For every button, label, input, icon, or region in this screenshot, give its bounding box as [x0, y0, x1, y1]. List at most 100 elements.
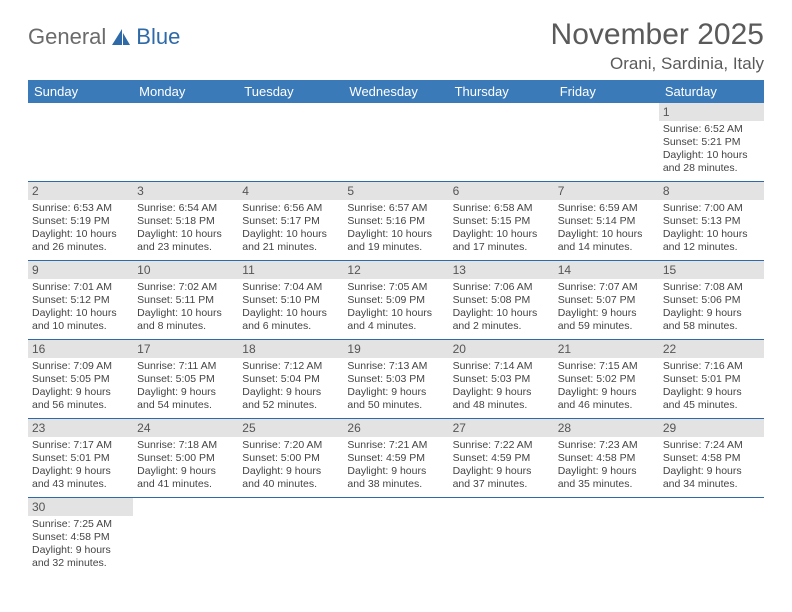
day-number: 4: [238, 182, 343, 200]
calendar-cell: 9 Sunrise: 7:01 AMSunset: 5:12 PMDaylight…: [28, 261, 133, 340]
calendar-row: 30Sunrise: 7:25 AMSunset: 4:58 PMDayligh…: [28, 498, 764, 577]
day-number: 8: [659, 182, 764, 200]
day-number: 24: [133, 419, 238, 437]
day-info: Sunrise: 7:18 AMSunset: 5:00 PMDaylight:…: [137, 439, 234, 492]
day-number: 14: [554, 261, 659, 279]
title-block: November 2025 Orani, Sardinia, Italy: [551, 18, 764, 74]
day-number: 5: [343, 182, 448, 200]
day-info: Sunrise: 7:21 AMSunset: 4:59 PMDaylight:…: [347, 439, 444, 492]
day-number: 13: [449, 261, 554, 279]
day-info: Sunrise: 7:12 AMSunset: 5:04 PMDaylight:…: [242, 360, 339, 413]
day-number: 30: [28, 498, 133, 516]
calendar-cell: 6 Sunrise: 6:58 AMSunset: 5:15 PMDaylight…: [449, 182, 554, 261]
calendar-cell: 17Sunrise: 7:11 AMSunset: 5:05 PMDayligh…: [133, 340, 238, 419]
day-info: Sunrise: 7:20 AMSunset: 5:00 PMDaylight:…: [242, 439, 339, 492]
day-info: Sunrise: 6:58 AMSunset: 5:15 PMDaylight:…: [453, 202, 550, 255]
calendar-cell: 23 Sunrise: 7:17 AMSunset: 5:01 PMDayligh…: [28, 419, 133, 498]
day-info: Sunrise: 7:01 AMSunset: 5:12 PMDaylight:…: [32, 281, 129, 334]
day-info: Sunrise: 6:54 AMSunset: 5:18 PMDaylight:…: [137, 202, 234, 255]
day-number: 9: [28, 261, 133, 279]
day-number: 25: [238, 419, 343, 437]
logo-text-2: Blue: [136, 24, 180, 50]
day-number: 7: [554, 182, 659, 200]
day-info: Sunrise: 6:59 AMSunset: 5:14 PMDaylight:…: [558, 202, 655, 255]
day-info: Sunrise: 7:06 AMSunset: 5:08 PMDaylight:…: [453, 281, 550, 334]
day-number: 11: [238, 261, 343, 279]
calendar-cell: 29Sunrise: 7:24 AMSunset: 4:58 PMDayligh…: [659, 419, 764, 498]
calendar-cell: 10 Sunrise: 7:02 AMSunset: 5:11 PMDayligh…: [133, 261, 238, 340]
day-number: 10: [133, 261, 238, 279]
day-info: Sunrise: 7:04 AMSunset: 5:10 PMDaylight:…: [242, 281, 339, 334]
day-info: Sunrise: 7:07 AMSunset: 5:07 PMDaylight:…: [558, 281, 655, 334]
logo: General Blue: [28, 18, 180, 50]
calendar-cell-empty: [554, 498, 659, 577]
day-number: 15: [659, 261, 764, 279]
day-info: Sunrise: 7:05 AMSunset: 5:09 PMDaylight:…: [347, 281, 444, 334]
day-info: Sunrise: 7:08 AMSunset: 5:06 PMDaylight:…: [663, 281, 760, 334]
day-info: Sunrise: 7:00 AMSunset: 5:13 PMDaylight:…: [663, 202, 760, 255]
weekday-header: Friday: [554, 80, 659, 103]
weekday-header: Wednesday: [343, 80, 448, 103]
calendar-cell: 4 Sunrise: 6:56 AMSunset: 5:17 PMDaylight…: [238, 182, 343, 261]
day-info: Sunrise: 7:24 AMSunset: 4:58 PMDaylight:…: [663, 439, 760, 492]
day-info: Sunrise: 6:57 AMSunset: 5:16 PMDaylight:…: [347, 202, 444, 255]
day-number: 12: [343, 261, 448, 279]
calendar-cell-empty: [133, 103, 238, 182]
calendar-cell: 11 Sunrise: 7:04 AMSunset: 5:10 PMDayligh…: [238, 261, 343, 340]
calendar-cell: 12 Sunrise: 7:05 AMSunset: 5:09 PMDayligh…: [343, 261, 448, 340]
day-info: Sunrise: 7:14 AMSunset: 5:03 PMDaylight:…: [453, 360, 550, 413]
day-number: 21: [554, 340, 659, 358]
day-info: Sunrise: 7:23 AMSunset: 4:58 PMDaylight:…: [558, 439, 655, 492]
day-info: Sunrise: 6:53 AMSunset: 5:19 PMDaylight:…: [32, 202, 129, 255]
day-number: 2: [28, 182, 133, 200]
calendar-row: 2 Sunrise: 6:53 AMSunset: 5:19 PMDaylight…: [28, 182, 764, 261]
calendar-cell: 14 Sunrise: 7:07 AMSunset: 5:07 PMDayligh…: [554, 261, 659, 340]
weekday-header: Thursday: [449, 80, 554, 103]
calendar-cell: 15 Sunrise: 7:08 AMSunset: 5:06 PMDayligh…: [659, 261, 764, 340]
calendar-cell-empty: [343, 498, 448, 577]
day-number: 20: [449, 340, 554, 358]
day-info: Sunrise: 7:13 AMSunset: 5:03 PMDaylight:…: [347, 360, 444, 413]
day-number: 18: [238, 340, 343, 358]
day-info: Sunrise: 7:22 AMSunset: 4:59 PMDaylight:…: [453, 439, 550, 492]
day-number: 26: [343, 419, 448, 437]
day-number: 16: [28, 340, 133, 358]
logo-text-1: General: [28, 24, 106, 50]
calendar-cell: 28 Sunrise: 7:23 AMSunset: 4:58 PMDayligh…: [554, 419, 659, 498]
calendar-cell-empty: [659, 498, 764, 577]
day-number: 1: [659, 103, 764, 121]
calendar-cell-empty: [343, 103, 448, 182]
location: Orani, Sardinia, Italy: [551, 54, 764, 74]
weekday-header: Saturday: [659, 80, 764, 103]
calendar-cell: 8 Sunrise: 7:00 AMSunset: 5:13 PMDaylight…: [659, 182, 764, 261]
day-info: Sunrise: 7:15 AMSunset: 5:02 PMDaylight:…: [558, 360, 655, 413]
day-info: Sunrise: 7:09 AMSunset: 5:05 PMDaylight:…: [32, 360, 129, 413]
calendar-cell: 22Sunrise: 7:16 AMSunset: 5:01 PMDayligh…: [659, 340, 764, 419]
calendar-cell: 16 Sunrise: 7:09 AMSunset: 5:05 PMDayligh…: [28, 340, 133, 419]
day-number: 6: [449, 182, 554, 200]
calendar-cell: 21 Sunrise: 7:15 AMSunset: 5:02 PMDayligh…: [554, 340, 659, 419]
day-info: Sunrise: 7:11 AMSunset: 5:05 PMDaylight:…: [137, 360, 234, 413]
day-number: 22: [659, 340, 764, 358]
calendar-cell: 20 Sunrise: 7:14 AMSunset: 5:03 PMDayligh…: [449, 340, 554, 419]
header: General Blue November 2025 Orani, Sardin…: [28, 18, 764, 74]
day-info: Sunrise: 7:02 AMSunset: 5:11 PMDaylight:…: [137, 281, 234, 334]
calendar-cell-empty: [554, 103, 659, 182]
calendar-cell-empty: [449, 498, 554, 577]
day-number: 19: [343, 340, 448, 358]
calendar-cell-empty: [133, 498, 238, 577]
calendar-cell: 18 Sunrise: 7:12 AMSunset: 5:04 PMDayligh…: [238, 340, 343, 419]
sail-icon: [110, 27, 132, 47]
page-title: November 2025: [551, 18, 764, 52]
day-number: 23: [28, 419, 133, 437]
calendar-cell: 5 Sunrise: 6:57 AMSunset: 5:16 PMDaylight…: [343, 182, 448, 261]
calendar-cell-empty: [238, 103, 343, 182]
calendar-row: 23 Sunrise: 7:17 AMSunset: 5:01 PMDayligh…: [28, 419, 764, 498]
day-number: 28: [554, 419, 659, 437]
day-info: Sunrise: 7:17 AMSunset: 5:01 PMDaylight:…: [32, 439, 129, 492]
calendar-row: 1Sunrise: 6:52 AMSunset: 5:21 PMDaylight…: [28, 103, 764, 182]
day-info: Sunrise: 6:56 AMSunset: 5:17 PMDaylight:…: [242, 202, 339, 255]
calendar-cell-empty: [449, 103, 554, 182]
calendar-cell-empty: [28, 103, 133, 182]
calendar-row: 9 Sunrise: 7:01 AMSunset: 5:12 PMDaylight…: [28, 261, 764, 340]
